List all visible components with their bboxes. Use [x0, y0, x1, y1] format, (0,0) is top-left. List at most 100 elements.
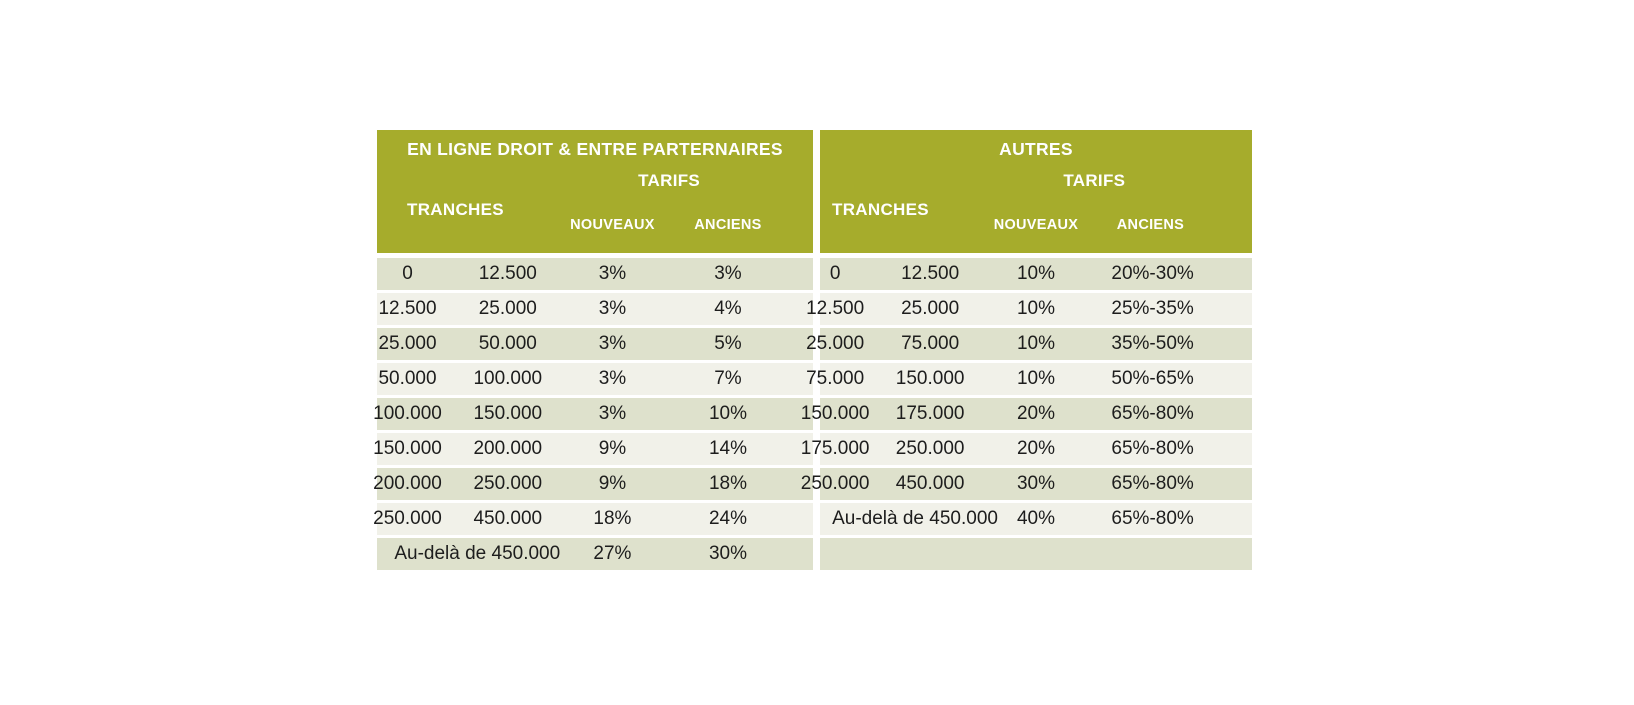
cell-tranche-from: 12.500	[378, 298, 437, 319]
cell-anciens: 20%-30%	[1111, 263, 1194, 284]
tables-container: EN LIGNE DROIT & ENTRE PARTERNAIRES TARI…	[373, 130, 1252, 570]
col-header-nouveaux: NOUVEAUX	[993, 217, 1079, 233]
cell-tranche-from: 75.000	[806, 368, 865, 389]
table-row: 12.500 25.000 10% 25%-35%	[806, 293, 1252, 325]
cell-nouveaux: 3%	[598, 368, 627, 389]
cell-anciens: 65%-80%	[1111, 508, 1194, 529]
table-row: 150.000 175.000 20% 65%-80%	[800, 398, 1252, 430]
cell-tranche-from: 250.000	[800, 473, 870, 494]
cell-anciens: 18%	[708, 473, 747, 494]
cell-anciens: 7%	[714, 368, 742, 389]
table-body: 0 12.500 10% 20%-30% 12.500 25.000 10% 25%-35% 2…	[800, 258, 1252, 570]
table-body: 0 12.500 3% 3% 12.500 25.000 3% 4% 25.000 50.000 3…	[373, 258, 813, 570]
cell-tranche-to: 75.000	[901, 333, 960, 354]
col-header-nouveaux: NOUVEAUX	[570, 217, 655, 233]
cell-tranche-from: 150.000	[373, 438, 442, 459]
cell-tranche-span: Au-delà de 450.000	[832, 508, 998, 529]
cell-tranche-to: 450.000	[473, 508, 543, 529]
col-header-anciens: ANCIENS	[694, 217, 762, 233]
cell-nouveaux: 10%	[1016, 263, 1055, 284]
cell-tranche-to: 200.000	[473, 438, 543, 459]
table-header: AUTRES TARIFS TRANCHES NOUVEAUX ANCIENS	[820, 130, 1252, 253]
cell-tranche-from: 50.000	[378, 368, 437, 389]
cell-anciens: 65%-80%	[1111, 473, 1194, 494]
cell-nouveaux: 3%	[598, 403, 627, 424]
cell-anciens: 24%	[708, 508, 747, 529]
cell-anciens: 3%	[714, 263, 742, 284]
table-row: Au-delà de 450.000 40% 65%-80%	[820, 503, 1252, 535]
cell-nouveaux: 20%	[1016, 438, 1055, 459]
cell-tranche-to: 175.000	[895, 403, 965, 424]
cell-tranche-from: 250.000	[373, 508, 442, 529]
cell-anciens: 10%	[708, 403, 747, 424]
table-row: 250.000 450.000 30% 65%-80%	[800, 468, 1252, 500]
cell-tranche-to: 50.000	[478, 333, 537, 354]
tranches-label: TRANCHES	[832, 200, 929, 219]
cell-tranche-to: 12.500	[478, 263, 537, 284]
cell-anciens: 14%	[708, 438, 747, 459]
cell-nouveaux: 3%	[598, 298, 627, 319]
cell-nouveaux: 9%	[598, 473, 627, 494]
table-row: Au-delà de 450.000 27% 30%	[377, 538, 813, 570]
cell-tranche-to: 12.500	[901, 263, 960, 284]
cell-nouveaux: 20%	[1016, 403, 1055, 424]
tarifs-label: TARIFS	[1063, 171, 1126, 190]
cell-tranche-to: 100.000	[473, 368, 543, 389]
cell-tranche-to: 450.000	[895, 473, 965, 494]
cell-anciens: 65%-80%	[1111, 438, 1194, 459]
table-row: 150.000 200.000 9% 14%	[373, 433, 813, 465]
cell-tranche-to: 150.000	[895, 368, 965, 389]
table-row: 50.000 100.000 3% 7%	[377, 363, 813, 395]
cell-nouveaux: 3%	[598, 263, 627, 284]
cell-tranche-from: 175.000	[800, 438, 870, 459]
cell-tranche-from: 25.000	[806, 333, 865, 354]
tarifs-label: TARIFS	[638, 171, 701, 190]
table-header: EN LIGNE DROIT & ENTRE PARTERNAIRES TARI…	[377, 130, 813, 253]
cell-anciens: 35%-50%	[1111, 333, 1194, 354]
cell-anciens: 5%	[714, 333, 742, 354]
cell-tranche-from: 100.000	[373, 403, 442, 424]
tranches-label: TRANCHES	[407, 200, 504, 219]
table-row: 25.000 75.000 10% 35%-50%	[806, 328, 1252, 360]
table-row: 100.000 150.000 3% 10%	[373, 398, 813, 430]
cell-nouveaux: 40%	[1016, 508, 1055, 529]
cell-nouveaux: 30%	[1016, 473, 1055, 494]
cell-tranche-span: Au-delà de 450.000	[394, 543, 561, 564]
table-row: 25.000 50.000 3% 5%	[377, 328, 813, 360]
cell-nouveaux: 10%	[1016, 298, 1055, 319]
table-row: 250.000 450.000 18% 24%	[373, 503, 813, 535]
cell-tranche-from: 12.500	[806, 298, 865, 319]
table-row: 0 12.500 3% 3%	[377, 258, 813, 290]
cell-tranche-to: 25.000	[901, 298, 960, 319]
table-row: 175.000 250.000 20% 65%-80%	[800, 433, 1252, 465]
cell-anciens: 50%-65%	[1111, 368, 1194, 389]
cell-nouveaux: 10%	[1016, 333, 1055, 354]
table-title: AUTRES	[999, 139, 1073, 159]
table-row: 75.000 150.000 10% 50%-65%	[806, 363, 1252, 395]
cell-tranche-from: 0	[829, 263, 841, 284]
cell-tranche-to: 25.000	[478, 298, 537, 319]
cell-anciens: 25%-35%	[1111, 298, 1194, 319]
cell-tranche-from: 0	[402, 263, 413, 284]
cell-nouveaux: 3%	[598, 333, 627, 354]
cell-tranche-from: 150.000	[800, 403, 870, 424]
table-en-ligne-droit: EN LIGNE DROIT & ENTRE PARTERNAIRES TARI…	[373, 130, 813, 570]
cell-tranche-to: 250.000	[473, 473, 543, 494]
col-header-anciens: ANCIENS	[1116, 217, 1185, 233]
cell-nouveaux: 27%	[593, 543, 632, 564]
table-title: EN LIGNE DROIT & ENTRE PARTERNAIRES	[407, 139, 783, 159]
cell-tranche-to: 250.000	[895, 438, 965, 459]
cell-anciens: 30%	[708, 543, 747, 564]
cell-tranche-to: 150.000	[473, 403, 543, 424]
cell-anciens: 4%	[714, 298, 742, 319]
cell-tranche-from: 25.000	[378, 333, 437, 354]
table-row-empty	[820, 538, 1252, 570]
cell-nouveaux: 9%	[598, 438, 627, 459]
table-row: 0 12.500 10% 20%-30%	[820, 258, 1252, 290]
cell-nouveaux: 10%	[1016, 368, 1055, 389]
table-row: 200.000 250.000 9% 18%	[373, 468, 813, 500]
cell-anciens: 65%-80%	[1111, 403, 1194, 424]
table-autres: AUTRES TARIFS TRANCHES NOUVEAUX ANCIENS …	[800, 130, 1252, 570]
table-row: 12.500 25.000 3% 4%	[377, 293, 813, 325]
